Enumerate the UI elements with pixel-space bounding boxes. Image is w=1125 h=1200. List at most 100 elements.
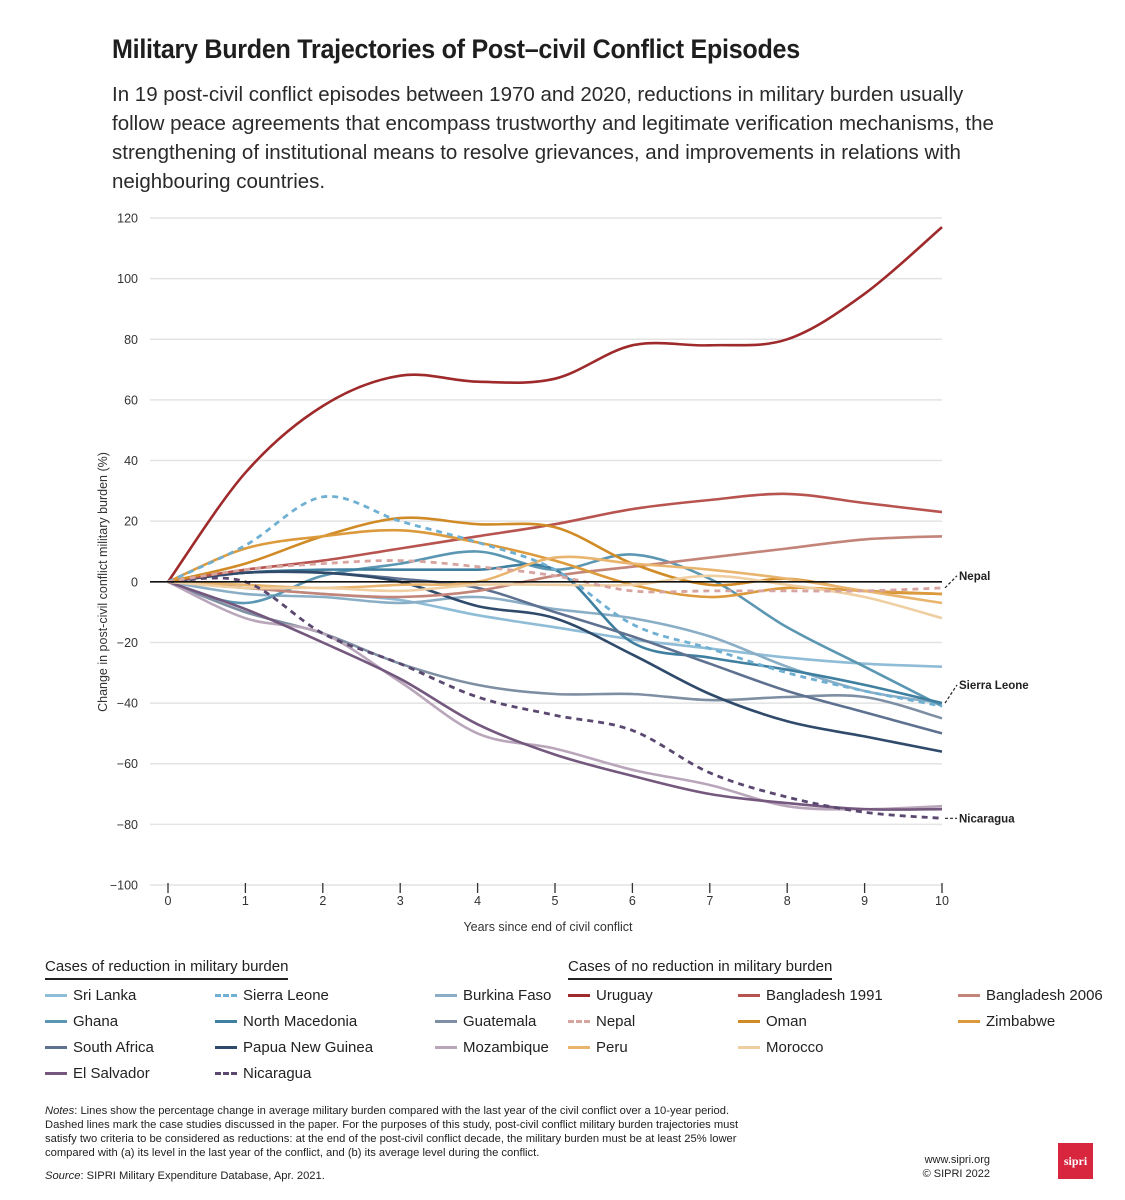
y-axis-ticks: 120 100 80 60 40 20 0 −20 −40 −60 −80 −100 (110, 212, 138, 893)
legend-label: Peru (596, 1038, 628, 1056)
annotation-label: Nepal (959, 571, 990, 583)
annotations: Nepal Sierra Leone Nicaragua (944, 571, 1029, 825)
x-axis-ticks: 0 1 2 3 4 5 6 7 8 9 10 (165, 883, 949, 908)
legend-item-papua-new-guinea: Papua New Guinea (215, 1038, 435, 1056)
x-tick-label: 8 (784, 894, 791, 908)
series-line-bangladesh-1991 (167, 492, 943, 584)
chart-title: Military Burden Trajectories of Post–civ… (112, 34, 800, 64)
series-line-guatemala (167, 580, 943, 720)
legend-swatch (45, 1071, 67, 1075)
legend-item-uruguay: Uruguay (568, 986, 738, 1004)
legend-item-el-salvador: El Salvador (45, 1064, 215, 1082)
legend-swatch (45, 993, 67, 997)
y-tick-label: 40 (124, 454, 138, 468)
website-link[interactable]: www.sipri.org (924, 1154, 990, 1166)
gridlines (150, 217, 942, 886)
legend-item-ghana: Ghana (45, 1012, 215, 1030)
legend-label: Mozambique (463, 1038, 549, 1056)
legend-label: Zimbabwe (986, 1012, 1056, 1030)
legend-swatch (215, 1045, 237, 1049)
legend-label: South Africa (73, 1038, 154, 1056)
legend-swatch (45, 1019, 67, 1023)
legend-item-south-africa: South Africa (45, 1038, 215, 1056)
source-label: Source (45, 1170, 81, 1182)
legend-swatch (215, 1071, 237, 1075)
y-tick-label: −60 (117, 757, 138, 771)
x-tick-label: 2 (319, 894, 326, 908)
legend-label: North Macedonia (243, 1012, 358, 1030)
legend-label: Burkina Faso (463, 986, 552, 1004)
source: Source: SIPRI Military Expenditure Datab… (45, 1170, 325, 1182)
legend-heading-no-reduction: Cases of no reduction in military burden (568, 958, 833, 980)
y-tick-label: −80 (117, 818, 138, 832)
legend-item-sierra-leone: Sierra Leone (215, 986, 435, 1004)
x-tick-label: 0 (165, 894, 172, 908)
legend-label: Bangladesh 2006 (986, 986, 1103, 1004)
annotation-label: Nicaragua (959, 813, 1015, 825)
legend-item-bangladesh-1991: Bangladesh 1991 (738, 986, 958, 1004)
x-tick-label: 10 (935, 894, 949, 908)
legend-label: Papua New Guinea (243, 1038, 374, 1056)
legend-swatch (738, 993, 760, 997)
legend-swatch (435, 993, 457, 997)
annotation-leader (944, 575, 958, 589)
x-tick-label: 6 (629, 894, 636, 908)
x-tick-label: 1 (242, 894, 249, 908)
y-tick-label: 80 (124, 333, 138, 347)
legend-label: Sierra Leone (243, 986, 329, 1004)
legend-swatch (568, 1019, 590, 1023)
legend-no-reduction: Cases of no reduction in military burden… (568, 958, 1108, 1056)
legend-label: Uruguay (596, 986, 653, 1004)
legend-item-north-macedonia: North Macedonia (215, 1012, 435, 1030)
legend-item-bangladesh-2006: Bangladesh 2006 (958, 986, 1108, 1004)
notes-text: : Lines show the percentage change in av… (45, 1105, 739, 1159)
footer-credits: www.sipri.org © SIPRI 2022 (923, 1153, 990, 1181)
legend-swatch (45, 1045, 67, 1049)
legend-item-burkina-faso: Burkina Faso (435, 986, 605, 1004)
series-line-uruguay (166, 226, 943, 583)
legend-swatch (958, 993, 980, 997)
notes: Notes: Lines show the percentage change … (45, 1104, 765, 1160)
x-tick-label: 7 (706, 894, 713, 908)
series-line-sierra-leone (167, 495, 943, 708)
legend-heading-reduction: Cases of reduction in military burden (45, 958, 289, 980)
x-tick-label: 5 (552, 894, 559, 908)
legend-item-nicaragua: Nicaragua (215, 1064, 435, 1082)
legend-item-peru: Peru (568, 1038, 738, 1056)
y-tick-label: 60 (124, 393, 138, 407)
source-text: : SIPRI Military Expenditure Database, A… (80, 1170, 325, 1182)
sipri-logo: sipri (1058, 1143, 1093, 1179)
x-tick-label: 4 (474, 894, 481, 908)
legend-swatch (568, 1045, 590, 1049)
x-tick-label: 3 (397, 894, 404, 908)
x-axis-label: Years since end of civil conflict (463, 920, 633, 934)
legend-item-zimbabwe: Zimbabwe (958, 1012, 1108, 1030)
legend-swatch (738, 1019, 760, 1023)
y-tick-label: 20 (124, 515, 138, 529)
legend-label: Sri Lanka (73, 986, 137, 1004)
legend-item-nepal: Nepal (568, 1012, 738, 1030)
legend-swatch (215, 993, 237, 997)
y-tick-label: 120 (117, 212, 138, 226)
legend-item-guatemala: Guatemala (435, 1012, 605, 1030)
legend-label: Guatemala (463, 1012, 537, 1030)
legend-item-mozambique: Mozambique (435, 1038, 605, 1056)
annotation-label: Sierra Leone (959, 680, 1029, 692)
legend-label: Nepal (596, 1012, 636, 1030)
legend-label: Nicaragua (243, 1064, 312, 1082)
legend-swatch (435, 1019, 457, 1023)
chart-subtitle: In 19 post-civil conflict episodes betwe… (112, 83, 994, 193)
copyright: © SIPRI 2022 (922, 1168, 990, 1180)
series-lines (150, 226, 943, 820)
y-tick-label: 100 (117, 272, 138, 286)
annotation-leader (944, 684, 958, 704)
legend-item-sri-lanka: Sri Lanka (45, 986, 215, 1004)
y-tick-label: −20 (117, 636, 138, 650)
legend-label: Ghana (73, 1012, 119, 1030)
legend-label: El Salvador (73, 1064, 150, 1082)
legend-swatch (958, 1019, 980, 1023)
legend-swatch (568, 993, 590, 997)
notes-label: Notes (45, 1105, 75, 1117)
legend-swatch (215, 1019, 237, 1023)
legend-item-oman: Oman (738, 1012, 958, 1030)
